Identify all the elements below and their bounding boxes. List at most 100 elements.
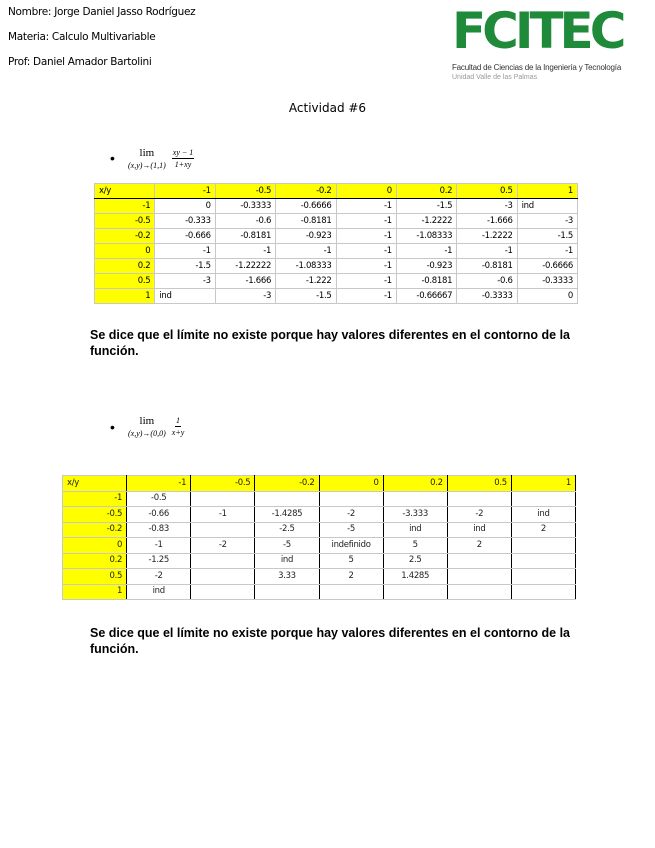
table-cell: -2 xyxy=(126,568,192,585)
table-cell: -1 xyxy=(335,213,397,229)
table-cell: ind xyxy=(154,288,216,304)
table-cell: -0.3333 xyxy=(456,288,518,304)
table-row: 0 -1 -1 -1 -1 -1 -1 -1 xyxy=(93,243,579,259)
table-cell: -0.8181 xyxy=(275,213,337,229)
header-cell: 1 xyxy=(61,583,128,600)
table-row: -1 -0.5 xyxy=(61,490,577,507)
table-cell: -1.08333 xyxy=(395,228,458,244)
table-cell: ind xyxy=(510,506,577,523)
table-row: -0.5 -0.66 -1 -1.4285 -2 -3.333 -2 ind xyxy=(61,506,577,523)
table-header-row: x/y -1 -0.5 -0.2 0 0.2 0.5 1 xyxy=(93,183,579,199)
table-row: -1 0 -0.3333 -0.6666 -1 -1.5 -3 ind xyxy=(93,198,579,214)
subject: Materia: Calculo Multivariable xyxy=(8,31,156,43)
numerator: 1 xyxy=(175,416,182,427)
lim-word: lim xyxy=(139,147,155,159)
header-cell: 0.5 xyxy=(446,475,512,492)
denominator: x+y xyxy=(171,428,185,437)
header-cell: 0 xyxy=(318,475,384,492)
table-cell: -0.66 xyxy=(126,506,192,523)
table-cell: -1.222 xyxy=(275,273,337,289)
table-cell: ind xyxy=(126,583,192,600)
table-cell: -0.66667 xyxy=(395,288,458,304)
table-cell xyxy=(318,490,384,507)
table-cell: ind xyxy=(446,521,512,538)
table-cell xyxy=(318,583,384,600)
table-cell: -0.8181 xyxy=(456,258,518,274)
bullet: • xyxy=(110,150,115,166)
limit-formula-1: lim (x,y)→(1,1) xy − 1 1+xy xyxy=(128,146,195,171)
header-cell: -0.2 xyxy=(61,521,128,538)
table-cell: 2 xyxy=(446,537,512,554)
table-cell: -2 xyxy=(446,506,512,523)
header-cell: 1 xyxy=(510,475,577,492)
table-cell: -5 xyxy=(318,521,384,538)
table-cell: ind xyxy=(382,521,448,538)
table-cell: -1.25 xyxy=(126,552,192,569)
table-cell: -1.22222 xyxy=(214,258,277,274)
header-cell: -0.5 xyxy=(190,475,256,492)
table-cell: -1 xyxy=(335,258,397,274)
table-cell: -1.5 xyxy=(275,288,337,304)
fcitec-logo: FCITEC Facultad de Ciencias de la Ingeni… xyxy=(452,0,655,86)
header-cell: 0.5 xyxy=(93,273,156,289)
table-cell: 2.5 xyxy=(382,552,448,569)
table-cell: 2 xyxy=(318,568,384,585)
table-cell: 5 xyxy=(318,552,384,569)
table-row: 0 -1 -2 -5 indefinido 5 2 xyxy=(61,537,577,554)
header-cell: x/y xyxy=(93,183,156,199)
table-cell: -1 xyxy=(456,243,518,259)
logo-faculty: Facultad de Ciencias de la Ingeniería y … xyxy=(452,63,622,72)
table-cell xyxy=(382,583,448,600)
table-cell: -0.6666 xyxy=(516,258,579,274)
table-row: 0.5 -3 -1.666 -1.222 -1 -0.8181 -0.6 -0.3333 xyxy=(93,273,579,289)
table-cell: indefinido xyxy=(318,537,384,554)
table-cell: -1.5 xyxy=(516,228,579,244)
header-cell: 0.2 xyxy=(395,183,458,199)
header-cell: 1 xyxy=(516,183,579,199)
header-cell: -0.5 xyxy=(214,183,277,199)
header-cell: -1 xyxy=(154,183,216,199)
table-cell xyxy=(190,490,256,507)
table-row: -0.5 -0.333 -0.6 -0.8181 -1 -1.2222 -1.666 -3 xyxy=(93,213,579,229)
table-cell: -1.5 xyxy=(395,198,458,214)
table-row: 0.2 -1.5 -1.22222 -1.08333 -1 -0.923 -0.8181 -0… xyxy=(93,258,579,274)
values-table-1: x/y -1 -0.5 -0.2 0 0.2 0.5 1 -1 0 -0.3333 -0.6666 -1… xyxy=(93,183,579,304)
table-cell: -1 xyxy=(190,506,256,523)
table-cell: -1 xyxy=(335,198,397,214)
lim-approach: (x,y)→(1,1) xyxy=(128,161,166,170)
table-cell: -1 xyxy=(335,273,397,289)
table-cell: -1.2222 xyxy=(395,213,458,229)
table-cell: -0.8181 xyxy=(214,228,277,244)
table-cell: -1 xyxy=(214,243,277,259)
table-cell: -1.666 xyxy=(214,273,277,289)
table-cell: -1 xyxy=(335,288,397,304)
lim-word: lim xyxy=(139,415,155,427)
table-cell xyxy=(190,568,256,585)
table-cell: -2 xyxy=(318,506,384,523)
table-cell xyxy=(446,568,512,585)
header-cell: x/y xyxy=(61,475,128,492)
table-cell: -3 xyxy=(456,198,518,214)
table-cell: 5 xyxy=(382,537,448,554)
table-cell xyxy=(254,490,320,507)
header-cell: 1 xyxy=(93,288,156,304)
table-cell: -2 xyxy=(190,537,256,554)
header-cell: -0.2 xyxy=(254,475,320,492)
table-cell: -0.8181 xyxy=(395,273,458,289)
table-row: 1 ind -3 -1.5 -1 -0.66667 -0.3333 0 xyxy=(93,288,579,304)
header-cell: 0.5 xyxy=(456,183,518,199)
table-cell xyxy=(510,552,577,569)
table-cell: -0.666 xyxy=(154,228,216,244)
table-cell: -0.3333 xyxy=(214,198,277,214)
lim-approach: (x,y)→(0,0) xyxy=(128,429,166,438)
table-cell: -3 xyxy=(154,273,216,289)
header-cell: 0.5 xyxy=(61,568,128,585)
table-cell: 0 xyxy=(516,288,579,304)
table-cell: -0.923 xyxy=(395,258,458,274)
table-cell xyxy=(446,552,512,569)
table-cell: -3 xyxy=(214,288,277,304)
table-cell: -1 xyxy=(275,243,337,259)
table-header-row: x/y -1 -0.5 -0.2 0 0.2 0.5 1 xyxy=(61,475,577,492)
header-cell: -0.5 xyxy=(61,506,128,523)
